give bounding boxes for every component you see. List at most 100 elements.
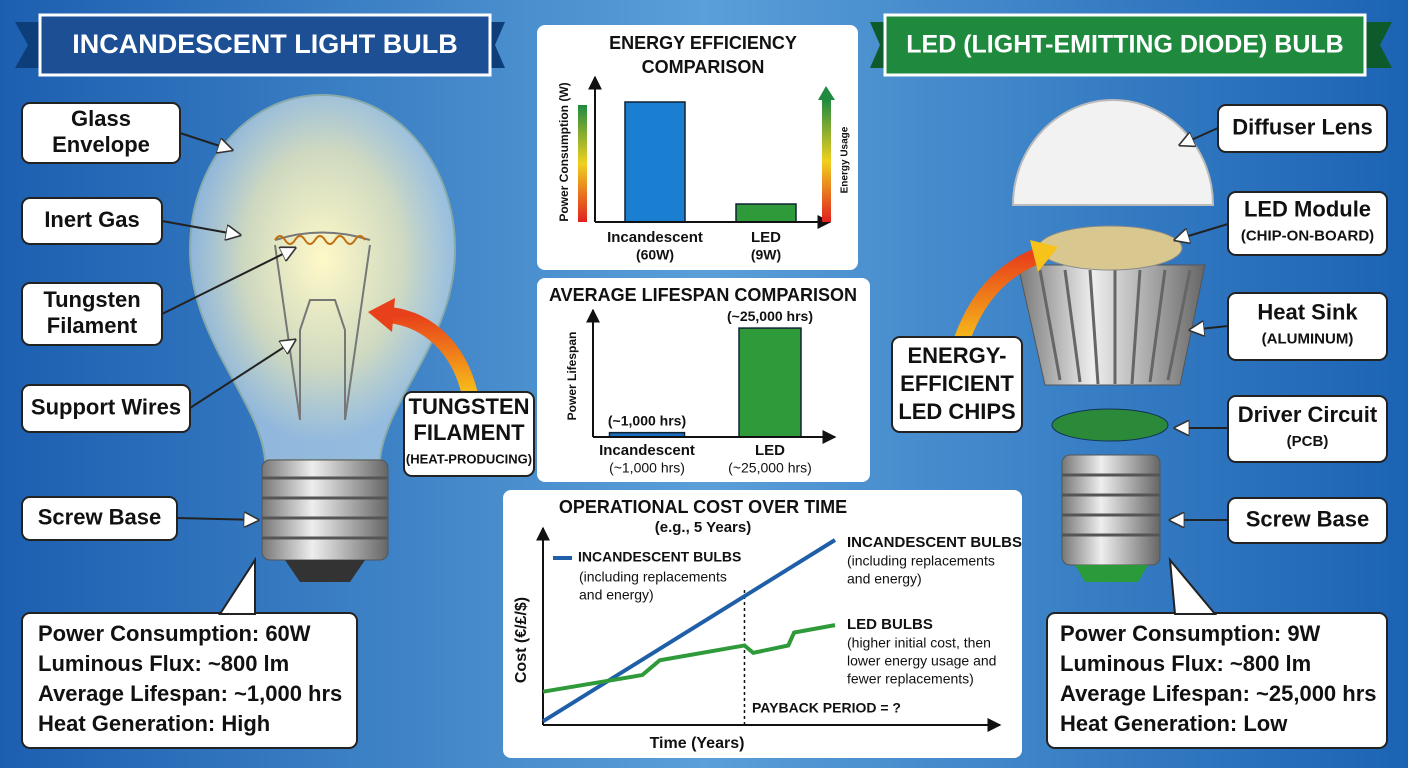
cost-line: [542, 623, 836, 694]
pointer: [1180, 127, 1219, 145]
callout-box: [21, 384, 191, 433]
callout-text: Tungsten: [43, 287, 140, 312]
pointer: [1175, 223, 1229, 240]
screw-base: [261, 459, 389, 561]
filament-wires: [274, 231, 371, 421]
callout-text: Screw Base: [1246, 506, 1370, 531]
callout-text: Driver Circuit: [1238, 402, 1378, 427]
contact: [1075, 565, 1148, 582]
y-axis-label: Power Lifespan: [565, 332, 579, 421]
panel: [537, 278, 870, 482]
callout-tail: [218, 556, 256, 615]
callout-box: [1227, 191, 1388, 256]
callout-text: Heat Sink: [1257, 299, 1358, 324]
pointer: [161, 248, 295, 315]
callout-text: TUNGSTEN: [409, 394, 530, 419]
callout-text: Power Consumption: 9W: [1060, 621, 1321, 646]
callout-box: [21, 612, 358, 749]
side-label: Energy Usage: [840, 126, 851, 193]
energy-arrow: [818, 86, 835, 100]
y-axis-label: Cost (€/£/$): [513, 597, 530, 683]
bar: [735, 203, 797, 223]
series-note: (higher initial cost, then: [847, 635, 991, 651]
value-label: (9W): [751, 247, 781, 263]
legend-note: and energy): [579, 587, 654, 603]
chart-title: OPERATIONAL COST OVER TIME: [559, 497, 847, 517]
heat-sink: [1017, 264, 1206, 386]
screw-threads: [262, 476, 388, 540]
series-note: fewer replacements): [847, 671, 974, 687]
pointer: [1190, 326, 1229, 330]
cost-line: [541, 538, 837, 723]
panel: [503, 490, 1022, 758]
chart-title: AVERAGE LIFESPAN COMPARISON: [549, 285, 857, 305]
y-axis-label: Power Consumption (W): [557, 82, 571, 221]
callout-text: LED CHIPS: [898, 399, 1015, 424]
value-label: (~25,000 hrs): [727, 308, 813, 324]
category-label: Incandescent: [607, 229, 703, 246]
category-label: LED: [751, 229, 781, 246]
callout-box: [403, 391, 535, 477]
screw-threads: [1062, 473, 1160, 537]
callout-text: Average Lifespan: ~25,000 hrs: [1060, 681, 1377, 706]
bar: [624, 101, 686, 223]
series-label: LED BULBS: [847, 616, 933, 633]
diffuser-lens: [1011, 99, 1215, 206]
callout-text: Filament: [47, 313, 138, 338]
callout-text: (HEAT-PRODUCING): [406, 451, 532, 466]
callout-text: Heat Generation: High: [38, 711, 270, 736]
callout-text: Heat Generation: Low: [1060, 711, 1288, 736]
led-module: [1037, 225, 1183, 271]
bar: [738, 327, 802, 438]
callout-text: LED Module: [1244, 196, 1371, 221]
callout-text: Inert Gas: [44, 207, 139, 232]
callout-text: Luminous Flux: ~800 lm: [38, 651, 289, 676]
filament: [274, 235, 366, 245]
left-title: INCANDESCENT LIGHT BULB: [72, 29, 458, 59]
chart-title: COMPARISON: [642, 57, 765, 77]
callout-text: FILAMENT: [413, 420, 525, 445]
banner: [38, 13, 492, 77]
pointer: [179, 132, 232, 150]
callout-text: Envelope: [52, 132, 150, 157]
callout-text: Support Wires: [31, 394, 181, 419]
series-note: lower energy usage and: [847, 653, 996, 669]
series-note: and energy): [847, 571, 922, 587]
category-label: Incandescent: [599, 442, 695, 459]
callout-text: Average Lifespan: ~1,000 hrs: [38, 681, 342, 706]
callout-box: [1046, 612, 1388, 749]
fins: [1038, 269, 1192, 385]
value-label: (60W): [636, 247, 674, 263]
callout-tail: [1168, 556, 1218, 615]
heat-arrow: [388, 307, 478, 397]
chart-title: ENERGY EFFICIENCY: [609, 33, 797, 53]
pointer: [189, 340, 295, 409]
pointer: [161, 220, 240, 235]
chip-arrow: [952, 247, 1043, 348]
series-note: (including replacements: [847, 553, 995, 569]
screw-base: [1061, 454, 1161, 566]
callout-text: Luminous Flux: ~800 lm: [1060, 651, 1311, 676]
chart-title: (e.g., 5 Years): [655, 519, 751, 536]
callout-text: Screw Base: [38, 504, 162, 529]
heat-arrow-head: [368, 298, 395, 332]
right-title: LED (LIGHT-EMITTING DIODE) BULB: [906, 31, 1343, 59]
driver-circuit: [1051, 408, 1169, 442]
callout-text: ENERGY-: [907, 343, 1006, 368]
series-label: INCANDESCENT BULBS: [847, 534, 1022, 551]
contact: [285, 560, 365, 582]
value-label: (~25,000 hrs): [728, 460, 812, 476]
x-axis-label: Time (Years): [650, 735, 745, 752]
value-label: (~1,000 hrs): [608, 412, 686, 428]
callout-text: (PCB): [1287, 433, 1329, 450]
callout-text: Diffuser Lens: [1232, 114, 1373, 139]
chip-arrow-head: [1030, 240, 1058, 272]
category-label: LED: [755, 442, 785, 459]
annotation: PAYBACK PERIOD = ?: [752, 700, 901, 716]
callout-box: [891, 336, 1023, 433]
callout-text: EFFICIENT: [900, 371, 1014, 396]
callout-text: (CHIP-ON-BOARD): [1241, 227, 1374, 244]
legend-label: INCANDESCENT BULBS: [578, 549, 741, 565]
callout-text: (ALUMINUM): [1262, 330, 1354, 347]
callout-text: Power Consumption: 60W: [38, 621, 311, 646]
